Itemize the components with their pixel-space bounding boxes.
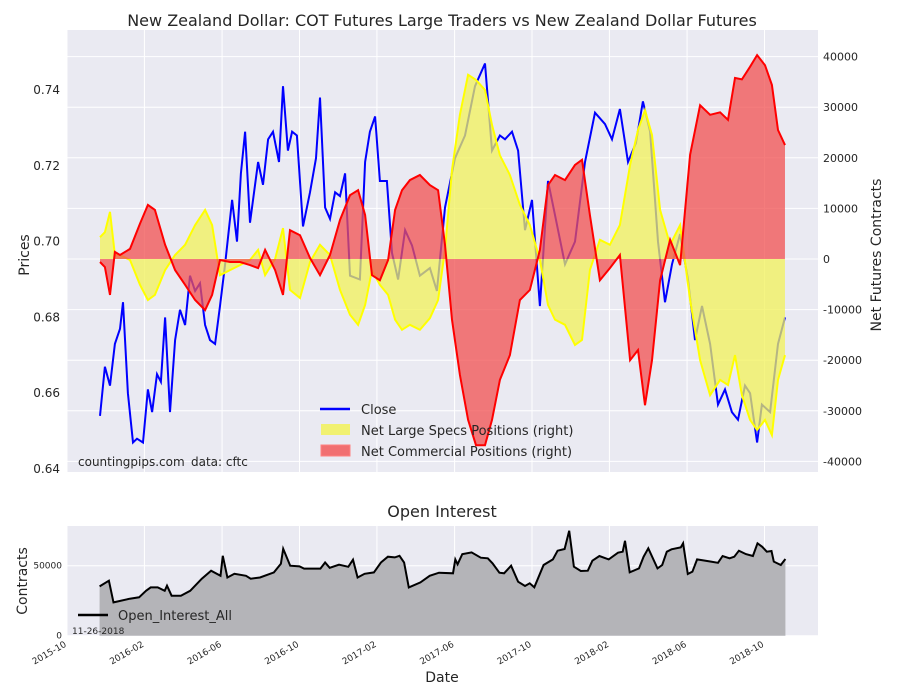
- legend-close-label: Close: [361, 403, 396, 418]
- date-annotation: 11-26-2018: [72, 627, 125, 637]
- x-tick-label: 2016-10: [263, 640, 301, 668]
- right-y-tick-label: -30000: [823, 405, 862, 418]
- x-tick-label: 2017-06: [419, 640, 457, 668]
- right-y-tick-label: 40000: [823, 51, 858, 64]
- top-chart-title: New Zealand Dollar: COT Futures Large Tr…: [127, 11, 757, 30]
- right-y-tick-label: 10000: [823, 202, 858, 215]
- x-tick-label: 2016-02: [108, 640, 146, 667]
- net-commercial-line: [99, 53, 786, 447]
- open-interest-fill: [99, 530, 786, 636]
- source-site-annotation: countingpips.com: [78, 455, 185, 469]
- left-y-tick-label: 0.64: [33, 462, 60, 476]
- x-tick-label: 2018-10: [728, 640, 766, 668]
- top-y-axis-label: Prices: [17, 234, 33, 275]
- x-tick-label: 2018-02: [573, 640, 611, 667]
- left-y-tick-label: 0.72: [33, 159, 60, 173]
- data-source-annotation: data: cftc: [191, 455, 248, 469]
- net-large-specs-fill: [100, 74, 785, 436]
- legend-commercial-label: Net Commercial Positions (right): [361, 445, 572, 460]
- bottom-chart-title: Open Interest: [387, 502, 496, 521]
- legend-specs-label: Net Large Specs Positions (right): [361, 424, 573, 439]
- right-y-tick-label: -40000: [823, 455, 862, 468]
- net-large-specs-line: [99, 73, 786, 439]
- left-y-tick-label: 0.70: [33, 235, 60, 249]
- x-tick-label: 2016-06: [186, 640, 224, 668]
- legend-commercial-swatch: [320, 444, 351, 457]
- x-tick-label: 2017-10: [496, 640, 534, 668]
- right-y-tick-label: 0: [823, 253, 830, 266]
- top-series: [99, 53, 786, 447]
- right-y-tick-label: 20000: [823, 152, 858, 165]
- legend-specs-swatch: [321, 424, 350, 435]
- left-y-tick-label: 0.66: [33, 386, 60, 400]
- left-y-tick-label: 0.74: [33, 83, 60, 97]
- x-tick-label: 2018-06: [651, 640, 689, 668]
- top-axis-ticks: -40000 -30000 -20000 -10000 0 10000 20000 30000…: [33, 51, 862, 476]
- top-right-y-axis-label: Net Futures Contracts: [869, 179, 885, 332]
- open-interest-line: [99, 530, 787, 604]
- right-y-tick-label: -20000: [823, 354, 862, 367]
- top-legend: Close Net Large Specs Positions (right) …: [320, 403, 573, 460]
- bottom-y-tick-label: 0: [56, 632, 62, 642]
- net-commercial-fill: [100, 55, 785, 446]
- left-y-tick-label: 0.68: [33, 310, 60, 324]
- legend-open-interest-label: Open_Interest_All: [118, 609, 232, 624]
- bottom-y-axis-label: Contracts: [15, 547, 31, 615]
- right-y-tick-label: 30000: [823, 101, 858, 114]
- x-axis-label: Date: [425, 670, 458, 686]
- x-tick-label: 2015-10: [31, 640, 69, 668]
- right-y-tick-label: -10000: [823, 304, 862, 317]
- bottom-y-tick-label: 50000: [33, 562, 62, 572]
- x-tick-label: 2017-02: [341, 640, 379, 667]
- bottom-series: [99, 530, 787, 636]
